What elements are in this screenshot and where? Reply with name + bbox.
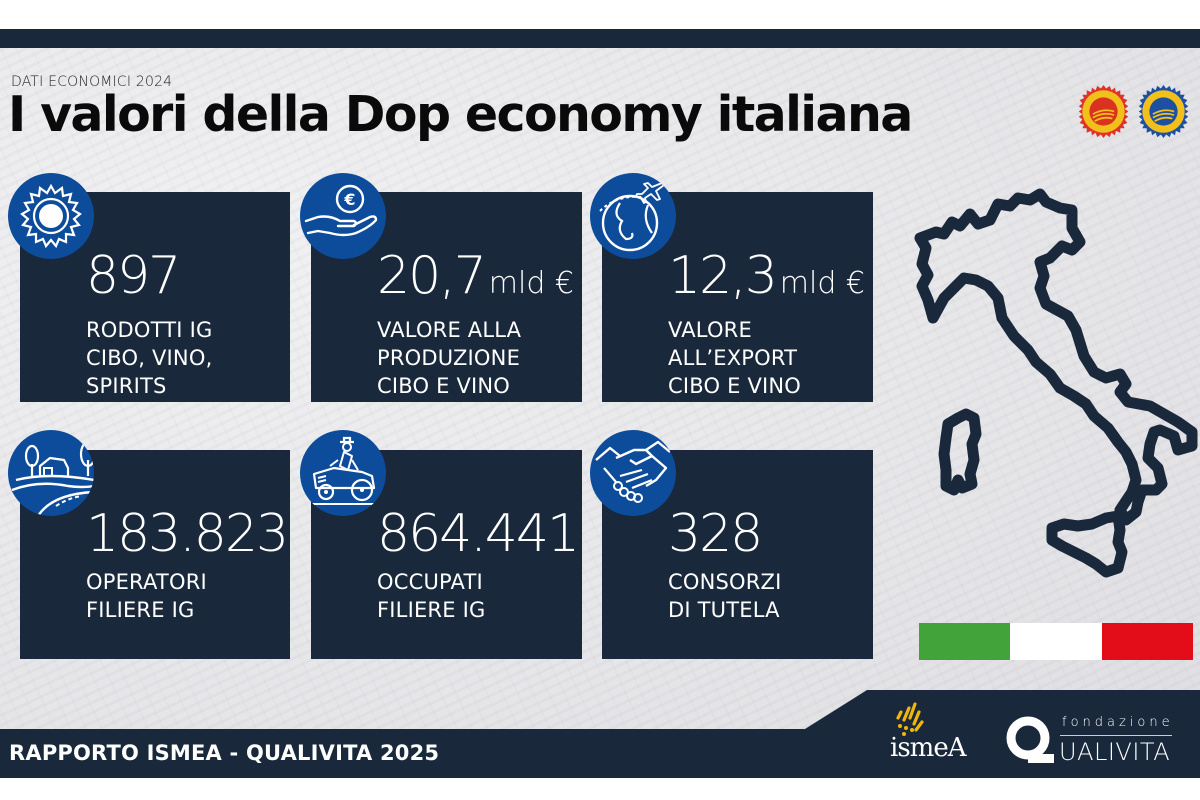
- page-title: I valori della Dop economy italiana: [8, 86, 913, 143]
- euro-hand-icon: €: [300, 173, 386, 259]
- stat-card-export-value: 12,3 mld € VALORE ALL’EXPORT CIBO E VINO: [602, 192, 873, 402]
- farmer-tractor-icon: [300, 430, 386, 516]
- flag-white: [1010, 623, 1102, 660]
- svg-text:€: €: [343, 190, 355, 209]
- stat-label: OPERATORI FILIERE IG: [86, 570, 207, 622]
- flag-red: [1101, 623, 1193, 660]
- footer-title: RAPPORTO ISMEA - QUALIVITA 2025: [9, 741, 440, 765]
- farm-icon: [8, 430, 94, 516]
- stat-label: OCCUPATI FILIERE IG: [377, 570, 486, 622]
- italy-map-icon: [914, 188, 1198, 578]
- stat-value: 897: [86, 246, 181, 306]
- stat-value: 328: [668, 504, 763, 564]
- stat-value: 864.441: [377, 504, 580, 564]
- ismea-logo-icon: [896, 702, 924, 736]
- top-bar: [0, 29, 1200, 48]
- qualivita-wordmark: UALIVITA: [1059, 738, 1171, 766]
- stat-label: VALORE ALLA PRODUZIONE CIBO E VINO: [377, 318, 522, 398]
- stat-card-ig-products: 897 RODOTTI IG CIBO, VINO, SPIRITS: [20, 192, 290, 402]
- qualivita-divider: [1060, 735, 1172, 736]
- italian-flag: [919, 623, 1193, 660]
- quality-seal-icon: [8, 173, 94, 259]
- handshake-icon: [590, 430, 676, 516]
- kicker: DATI ECONOMICI 2024: [11, 74, 173, 90]
- globe-airplane-icon: [590, 173, 676, 259]
- dop-seal-icon: [1078, 85, 1129, 138]
- flag-green: [919, 623, 1011, 660]
- stat-label: CONSORZI DI TUTELA: [668, 570, 782, 622]
- qualivita-prefix: fondazione: [1062, 715, 1174, 730]
- stat-value: 183.823: [86, 504, 289, 564]
- stat-label: RODOTTI IG CIBO, VINO, SPIRITS: [86, 318, 213, 398]
- stat-value: 12,3 mld €: [668, 246, 866, 306]
- ismea-wordmark: ismeA: [890, 733, 966, 763]
- stat-label: VALORE ALL’EXPORT CIBO E VINO: [668, 318, 802, 398]
- stat-value: 20,7 mld €: [377, 246, 575, 306]
- igp-seal-icon: [1138, 85, 1189, 138]
- qualivita-q-icon: [1006, 716, 1054, 763]
